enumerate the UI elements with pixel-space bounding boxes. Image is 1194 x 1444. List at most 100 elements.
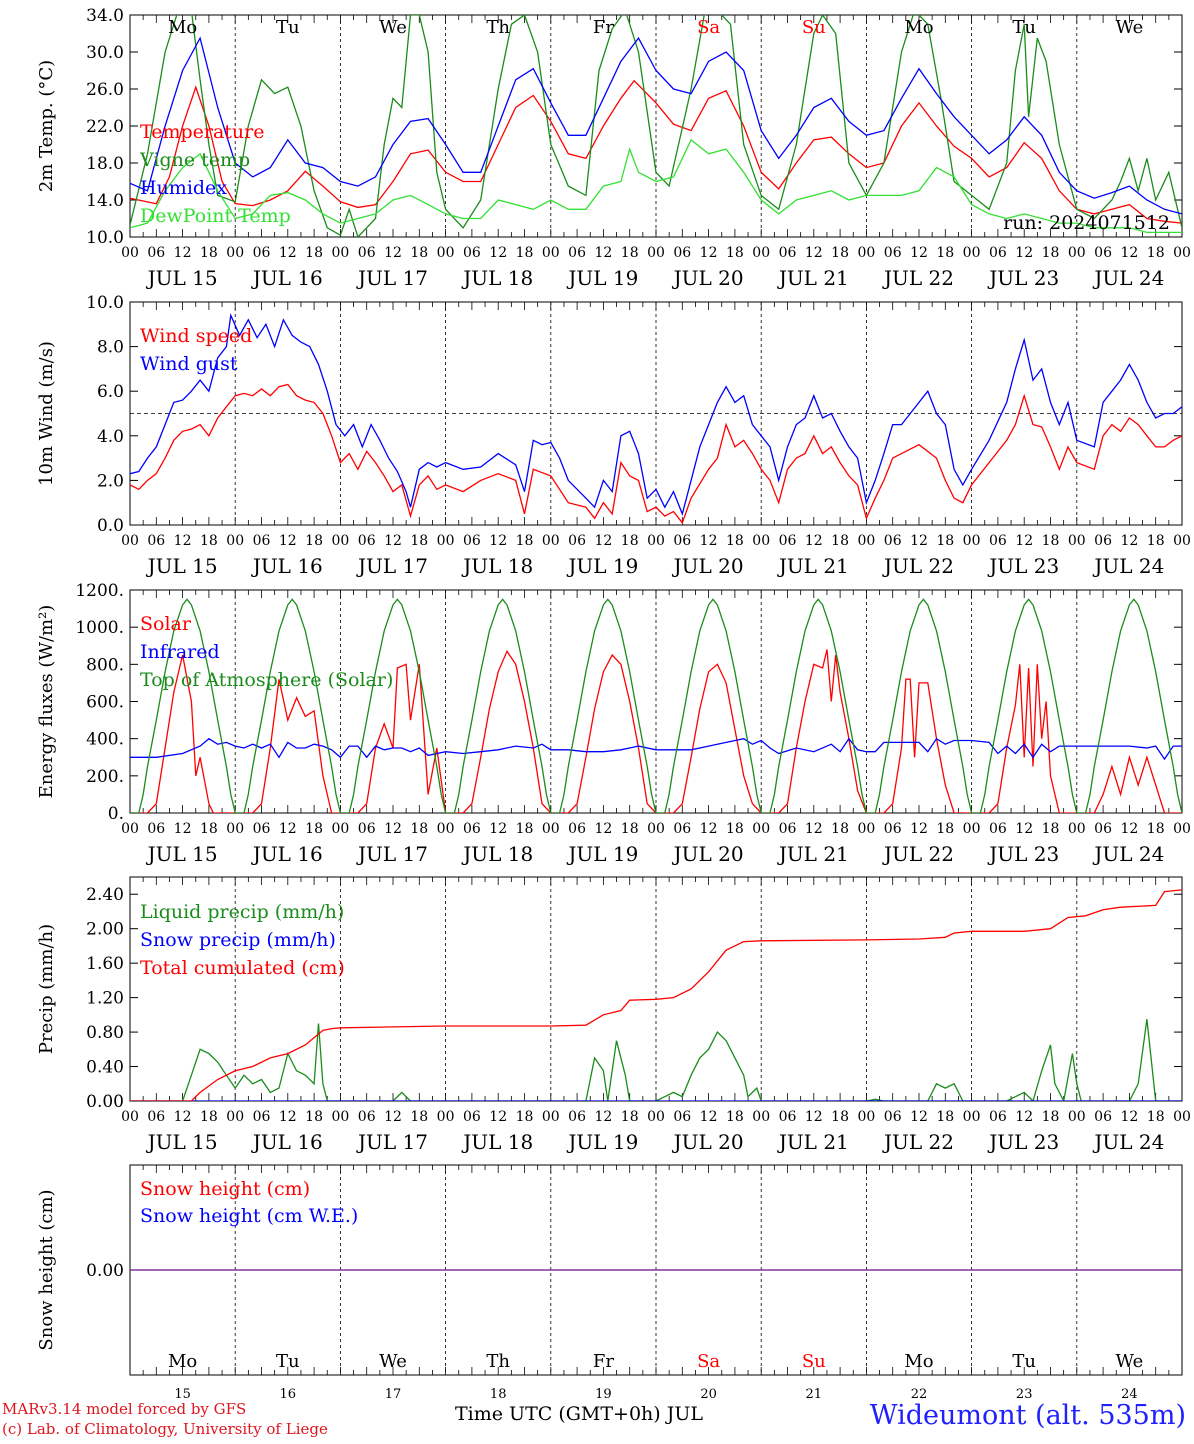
day-number-label: 16 bbox=[280, 1387, 297, 1402]
hour-tick-label: 00 bbox=[226, 533, 244, 549]
hour-tick-label: 00 bbox=[226, 1109, 244, 1125]
hour-tick-label: 18 bbox=[305, 821, 323, 837]
series-line-top-of-atmosphere-solar- bbox=[130, 598, 1182, 813]
hour-tick-label: 12 bbox=[279, 533, 297, 549]
y-tick-label: 1000. bbox=[75, 618, 124, 638]
hour-tick-label: 18 bbox=[621, 533, 639, 549]
hour-tick-label: 12 bbox=[279, 821, 297, 837]
hour-tick-label: 00 bbox=[857, 1109, 875, 1125]
y-tick-label: 1.60 bbox=[86, 954, 124, 974]
date-label: JUL 17 bbox=[356, 266, 428, 290]
hour-tick-label: 06 bbox=[358, 821, 376, 837]
hour-tick-label: 18 bbox=[621, 821, 639, 837]
hour-tick-label: 18 bbox=[516, 533, 534, 549]
hour-tick-label: 12 bbox=[594, 821, 612, 837]
hour-tick-label: 12 bbox=[594, 245, 612, 261]
weekday-label: Fr bbox=[593, 1351, 614, 1372]
date-label: JUL 19 bbox=[566, 554, 638, 578]
y-tick-label: 14.0 bbox=[86, 191, 124, 211]
hour-tick-label: 12 bbox=[174, 245, 192, 261]
weekday-label: Tu bbox=[1012, 17, 1036, 38]
hour-tick-label: 00 bbox=[542, 245, 560, 261]
hour-tick-label: 12 bbox=[489, 821, 507, 837]
hour-tick-label: 18 bbox=[200, 245, 218, 261]
hour-tick-label: 00 bbox=[437, 245, 455, 261]
hour-tick-label: 00 bbox=[752, 821, 770, 837]
lab-credit: (c) Lab. of Climatology, University of L… bbox=[2, 1420, 328, 1438]
series-line-dewpoint-temp bbox=[130, 138, 1182, 234]
hour-tick-label: 12 bbox=[594, 533, 612, 549]
hour-tick-label: 18 bbox=[726, 245, 744, 261]
hour-tick-label: 00 bbox=[437, 1109, 455, 1125]
hour-tick-label: 00 bbox=[226, 821, 244, 837]
hour-tick-label: 12 bbox=[174, 1109, 192, 1125]
y-tick-label: 400. bbox=[86, 730, 124, 750]
hour-tick-label: 18 bbox=[936, 821, 954, 837]
date-label: JUL 22 bbox=[882, 1130, 954, 1154]
y-tick-label: 2.40 bbox=[86, 885, 124, 905]
legend-entry: Top of Atmosphere (Solar) bbox=[140, 669, 393, 691]
date-label: JUL 16 bbox=[251, 1130, 323, 1154]
date-label: JUL 19 bbox=[566, 1130, 638, 1154]
date-label: JUL 17 bbox=[356, 842, 428, 866]
weekday-label: Tu bbox=[1012, 1351, 1036, 1372]
legend-entry: Solar bbox=[140, 613, 192, 635]
weekday-label: Th bbox=[486, 1351, 510, 1372]
y-axis-label: Snow height (cm) bbox=[36, 1189, 57, 1350]
legend-entry: Humidex bbox=[140, 177, 227, 199]
day-number-label: 17 bbox=[385, 1387, 402, 1402]
y-tick-label: 4.0 bbox=[97, 427, 124, 447]
hour-tick-label: 00 bbox=[1173, 821, 1191, 837]
hour-tick-label: 12 bbox=[910, 1109, 928, 1125]
hour-tick-label: 00 bbox=[963, 533, 981, 549]
date-label: JUL 15 bbox=[146, 266, 218, 290]
hour-tick-label: 06 bbox=[463, 821, 481, 837]
hour-tick-label: 00 bbox=[857, 533, 875, 549]
hour-tick-label: 06 bbox=[1094, 821, 1112, 837]
y-tick-label: 1200. bbox=[75, 581, 124, 601]
plot-frame bbox=[129, 589, 1183, 814]
weekday-label: We bbox=[379, 1351, 407, 1372]
legend-entry: Wind speed bbox=[140, 325, 252, 347]
hour-tick-label: 18 bbox=[305, 533, 323, 549]
hour-tick-label: 06 bbox=[884, 821, 902, 837]
legend-entry: Liquid precip (mm/h) bbox=[140, 901, 344, 923]
hour-tick-label: 12 bbox=[279, 245, 297, 261]
x-axis-label: Time UTC (GMT+0h) JUL bbox=[455, 1403, 703, 1425]
date-label: JUL 20 bbox=[672, 1130, 744, 1154]
y-tick-label: 200. bbox=[86, 767, 124, 787]
hour-tick-label: 00 bbox=[121, 821, 139, 837]
hour-tick-label: 18 bbox=[726, 533, 744, 549]
legend-entry: Wind gust bbox=[140, 353, 238, 375]
hour-tick-label: 12 bbox=[805, 1109, 823, 1125]
hour-tick-label: 12 bbox=[700, 1109, 718, 1125]
date-label: JUL 18 bbox=[461, 554, 533, 578]
hour-tick-label: 18 bbox=[726, 1109, 744, 1125]
hour-tick-label: 00 bbox=[752, 245, 770, 261]
hour-tick-label: 12 bbox=[594, 1109, 612, 1125]
hour-tick-label: 18 bbox=[831, 533, 849, 549]
hour-tick-label: 12 bbox=[174, 821, 192, 837]
day-number-label: 20 bbox=[700, 1387, 717, 1402]
weekday-label: Mo bbox=[168, 1351, 197, 1372]
hour-tick-label: 12 bbox=[805, 533, 823, 549]
hour-tick-label: 00 bbox=[752, 533, 770, 549]
hour-tick-label: 12 bbox=[1015, 821, 1033, 837]
hour-tick-label: 00 bbox=[857, 245, 875, 261]
date-label: JUL 15 bbox=[146, 1130, 218, 1154]
hour-tick-label: 06 bbox=[989, 821, 1007, 837]
hour-tick-label: 06 bbox=[463, 1109, 481, 1125]
date-label: JUL 23 bbox=[987, 554, 1059, 578]
weekday-label: Th bbox=[486, 17, 510, 38]
legend-entry: DewPoint Temp bbox=[140, 205, 291, 227]
weekday-label: We bbox=[1116, 17, 1144, 38]
hour-tick-label: 18 bbox=[936, 245, 954, 261]
date-label: JUL 16 bbox=[251, 842, 323, 866]
hour-tick-label: 00 bbox=[1068, 245, 1086, 261]
hour-tick-label: 12 bbox=[1120, 245, 1138, 261]
hour-tick-label: 12 bbox=[174, 533, 192, 549]
y-tick-label: 8.0 bbox=[97, 338, 124, 358]
hour-tick-label: 06 bbox=[884, 245, 902, 261]
hour-tick-label: 00 bbox=[1068, 1109, 1086, 1125]
